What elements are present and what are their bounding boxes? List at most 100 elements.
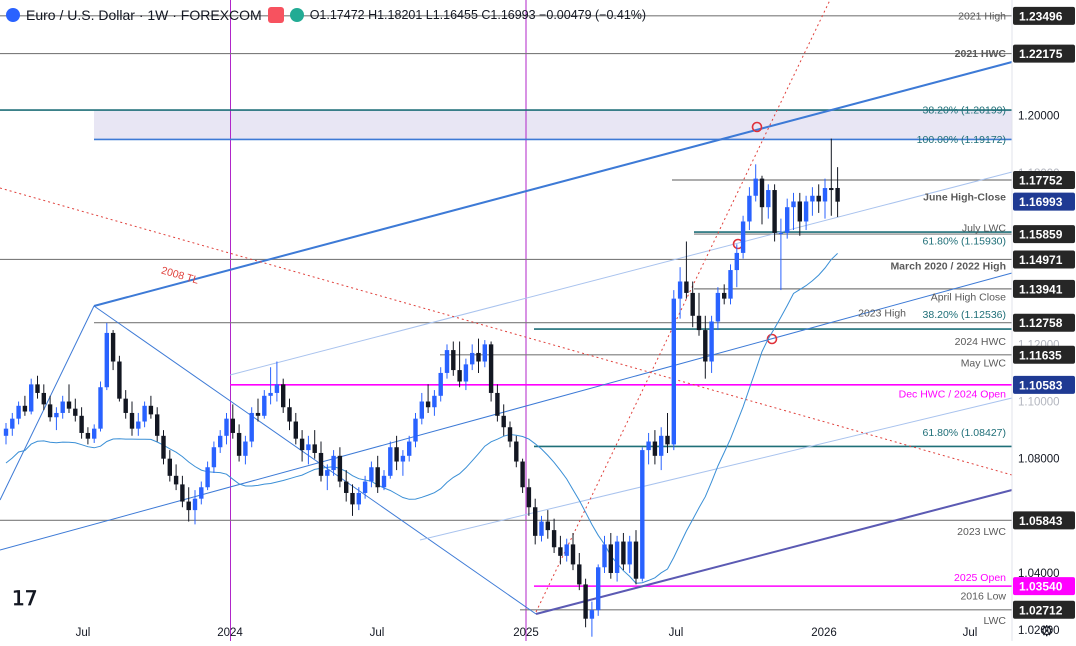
candle-body[interactable] bbox=[344, 481, 349, 493]
candle[interactable] bbox=[822, 178, 828, 219]
candle[interactable] bbox=[293, 412, 298, 445]
price-tag[interactable]: 1.05843 bbox=[1013, 511, 1075, 530]
candle-body[interactable] bbox=[835, 187, 840, 202]
price-tag[interactable]: 1.22175 bbox=[1013, 44, 1075, 63]
candle-body[interactable] bbox=[337, 455, 343, 482]
candle-body[interactable] bbox=[564, 544, 569, 556]
candle-body[interactable] bbox=[180, 484, 185, 502]
candle[interactable] bbox=[564, 538, 569, 562]
candle-body[interactable] bbox=[425, 401, 431, 408]
candle-body[interactable] bbox=[652, 441, 658, 456]
candle[interactable] bbox=[92, 424, 97, 443]
candle-body[interactable] bbox=[293, 421, 298, 439]
candle-body[interactable] bbox=[362, 481, 368, 493]
candle-body[interactable] bbox=[47, 404, 53, 418]
candle-body[interactable] bbox=[117, 361, 122, 399]
candle-body[interactable] bbox=[558, 547, 563, 556]
candle[interactable] bbox=[29, 378, 34, 415]
candle-body[interactable] bbox=[633, 541, 639, 579]
candle-body[interactable] bbox=[722, 292, 727, 299]
candle-body[interactable] bbox=[646, 441, 651, 451]
candle[interactable] bbox=[85, 427, 91, 445]
candle[interactable] bbox=[766, 184, 771, 219]
candle[interactable] bbox=[388, 441, 393, 479]
candle[interactable] bbox=[785, 198, 790, 239]
candle[interactable] bbox=[463, 358, 469, 391]
candle-body[interactable] bbox=[173, 475, 179, 485]
candle-body[interactable] bbox=[54, 412, 59, 418]
candle[interactable] bbox=[690, 281, 695, 328]
candle[interactable] bbox=[753, 164, 758, 202]
candle[interactable] bbox=[262, 390, 267, 419]
candle-body[interactable] bbox=[419, 401, 424, 419]
candle-body[interactable] bbox=[123, 398, 128, 413]
candle-body[interactable] bbox=[262, 395, 267, 416]
candle-body[interactable] bbox=[29, 384, 34, 412]
candle[interactable] bbox=[249, 407, 254, 448]
candle-body[interactable] bbox=[281, 384, 286, 408]
candle-body[interactable] bbox=[16, 405, 21, 419]
candle-body[interactable] bbox=[10, 418, 15, 429]
candle[interactable] bbox=[520, 458, 525, 493]
candle[interactable] bbox=[791, 192, 796, 231]
candle-body[interactable] bbox=[211, 447, 217, 468]
candle[interactable] bbox=[621, 532, 626, 571]
price-tag[interactable]: 1.13941 bbox=[1013, 279, 1075, 298]
candle-body[interactable] bbox=[35, 384, 40, 393]
candle[interactable] bbox=[66, 384, 72, 413]
candle-body[interactable] bbox=[596, 567, 601, 611]
candle-body[interactable] bbox=[98, 387, 103, 429]
candle[interactable] bbox=[255, 398, 261, 422]
candle[interactable] bbox=[54, 407, 59, 431]
candle-body[interactable] bbox=[129, 412, 135, 429]
candle[interactable] bbox=[22, 395, 28, 416]
tradingview-logo-icon[interactable]: 𝟣𝟩 bbox=[12, 588, 38, 610]
candle-body[interactable] bbox=[539, 521, 544, 536]
candle-body[interactable] bbox=[514, 441, 519, 462]
symbol-flag-icon[interactable] bbox=[6, 8, 20, 22]
candle[interactable] bbox=[394, 435, 399, 471]
candle[interactable] bbox=[438, 367, 443, 402]
candle[interactable] bbox=[186, 487, 191, 522]
candle-body[interactable] bbox=[306, 444, 311, 451]
candle[interactable] bbox=[596, 564, 601, 616]
candle-body[interactable] bbox=[772, 190, 777, 233]
candle-body[interactable] bbox=[526, 487, 532, 508]
candle-body[interactable] bbox=[728, 270, 733, 299]
candle[interactable] bbox=[129, 401, 135, 436]
candle-body[interactable] bbox=[192, 498, 198, 511]
candle[interactable] bbox=[41, 384, 46, 411]
candle[interactable] bbox=[633, 530, 639, 585]
candle[interactable] bbox=[602, 535, 607, 573]
candle[interactable] bbox=[73, 398, 78, 422]
candle[interactable] bbox=[180, 475, 185, 508]
candle[interactable] bbox=[419, 392, 424, 425]
price-tag[interactable]: 1.12758 bbox=[1013, 313, 1075, 332]
candle-body[interactable] bbox=[161, 435, 166, 459]
candle-body[interactable] bbox=[230, 418, 235, 433]
price-tag[interactable]: 1.17752 bbox=[1013, 170, 1075, 189]
candle-body[interactable] bbox=[608, 544, 613, 573]
candle-body[interactable] bbox=[488, 344, 494, 393]
candle[interactable] bbox=[268, 367, 273, 405]
candles-layer[interactable] bbox=[3, 138, 840, 637]
candle[interactable] bbox=[627, 535, 632, 573]
candle[interactable] bbox=[110, 330, 116, 371]
candle[interactable] bbox=[224, 412, 229, 445]
candle-body[interactable] bbox=[255, 412, 261, 416]
candle[interactable] bbox=[318, 441, 324, 482]
candle[interactable] bbox=[117, 355, 122, 402]
candle[interactable] bbox=[589, 601, 595, 637]
candle-body[interactable] bbox=[356, 492, 361, 505]
candle-body[interactable] bbox=[816, 195, 821, 202]
candle[interactable] bbox=[488, 341, 494, 402]
candle-body[interactable] bbox=[621, 541, 626, 565]
candle[interactable] bbox=[337, 447, 343, 488]
candle[interactable] bbox=[514, 435, 519, 468]
candle[interactable] bbox=[671, 290, 676, 451]
candle-body[interactable] bbox=[22, 405, 28, 412]
candle[interactable] bbox=[218, 430, 223, 453]
candle-body[interactable] bbox=[268, 392, 273, 396]
candle-body[interactable] bbox=[696, 315, 702, 331]
